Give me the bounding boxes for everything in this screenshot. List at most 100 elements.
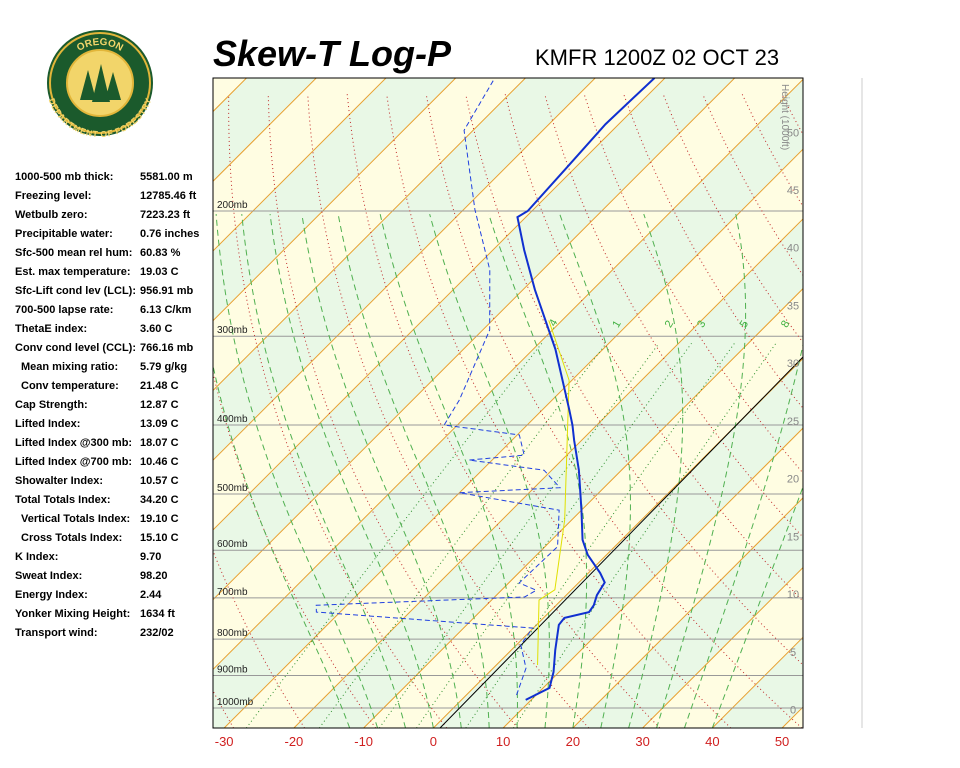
axes: 200mb 300mb 400mb 500mb 600mb 700mb 800mb 900mb…: [215, 84, 799, 749]
stat-value: 0.76 inches: [140, 228, 199, 240]
stat-label: 700-500 lapse rate:: [15, 304, 113, 316]
stat-label: Mean mixing ratio:: [21, 361, 118, 373]
stats-table: 1000-500 mb thick: 5581.00 m Freezing leve…: [15, 171, 199, 639]
isotherm: [363, 287, 803, 728]
pressure-label: 200mb: [217, 200, 248, 211]
pressure-label: 400mb: [217, 414, 248, 425]
stat-value: 9.70: [140, 551, 161, 563]
moist-adiabat: [488, 213, 588, 728]
stat-value: 34.20 C: [140, 494, 179, 506]
isotherm: [213, 78, 803, 671]
stat-value: 956.91 mb: [140, 285, 193, 297]
stat-label: Conv temperature:: [21, 380, 119, 392]
pressure-label: 300mb: [217, 325, 248, 336]
profile-line: [537, 320, 570, 665]
stat-label: Lifted Index:: [15, 418, 80, 430]
dry-adiabat: [307, 94, 590, 728]
mixing-ratio-label: 1: [610, 319, 623, 330]
moist-adiabat: [559, 213, 631, 728]
logo: OREGON DEPARTMENT OF FORESTRY: [46, 30, 154, 139]
profile-line: [516, 78, 656, 701]
pressure-label: 700mb: [217, 587, 248, 598]
moist-adiabat: [337, 213, 490, 728]
isotherm: [223, 148, 803, 728]
height-tick-label: 20: [787, 474, 799, 486]
stat-label: Energy Index:: [15, 589, 88, 601]
pressure-label: 900mb: [217, 664, 248, 675]
mixing-ratio-label: 2: [663, 319, 676, 330]
isotherm: [781, 706, 803, 728]
mixing-ratio-line: [416, 343, 692, 728]
isotherm: [502, 427, 803, 728]
stat-value: 12785.46 ft: [140, 190, 197, 202]
chart-title: Skew-T Log-P: [213, 33, 452, 74]
moist-adiabat: [628, 213, 684, 728]
moist-adiabat: [379, 213, 518, 728]
x-tick-label: 20: [566, 734, 580, 749]
logo-top-text: OREGON: [75, 37, 125, 54]
stat-label: Sfc-500 mean rel hum:: [15, 247, 132, 259]
stat-value: 10.57 C: [140, 475, 179, 487]
isotherm: [213, 78, 387, 252]
stat-value: 21.48 C: [140, 380, 179, 392]
logo-border: [49, 32, 151, 134]
logo-tree: [105, 72, 121, 100]
isotherm-band: [213, 79, 803, 728]
moist-adiabat: [269, 214, 434, 728]
stat-value: 19.03 C: [140, 266, 179, 278]
height-tick-label: 45: [787, 185, 799, 197]
stat-label: Yonker Mixing Height:: [15, 608, 130, 620]
stat-label: Cross Totals Index:: [21, 532, 122, 544]
x-tick-label: -30: [215, 734, 234, 749]
chart-subtitle: KMFR 1200Z 02 OCT 23: [535, 45, 779, 70]
height-tick-label: 35: [787, 300, 799, 312]
height-tick-label: 0: [790, 705, 796, 717]
x-tick-label: 40: [705, 734, 719, 749]
dry-adiabat: [228, 94, 448, 728]
logo-tree: [92, 64, 110, 102]
stat-label: Total Totals Index:: [15, 494, 111, 506]
stat-value: 7223.23 ft: [140, 209, 190, 221]
pressure-label: 600mb: [217, 539, 248, 550]
stat-label: Lifted Index @300 mb:: [15, 437, 132, 449]
reference-line: [439, 356, 803, 728]
stat-value: 3.60 C: [140, 323, 172, 335]
isotherm: [213, 78, 666, 531]
x-tick-label: 0: [430, 734, 437, 749]
dry-adiabat: [900, 94, 960, 728]
stat-label: Vertical Totals Index:: [21, 513, 130, 525]
x-tick-label: -10: [354, 734, 373, 749]
stat-value: 18.07 C: [140, 437, 179, 449]
isotherm: [572, 497, 803, 728]
mixing-ratio-line: [245, 343, 543, 728]
mixing-ratio-line: [318, 343, 607, 728]
mixing-ratio-line: [465, 343, 735, 728]
stat-label: ThetaE index:: [15, 323, 87, 335]
isotherm: [852, 78, 960, 728]
dry-adiabat: [346, 94, 661, 728]
x-tick-label: 10: [496, 734, 510, 749]
dry-adiabat: [821, 94, 960, 728]
stat-value: 19.10 C: [140, 513, 179, 525]
stat-label: Sweat Index:: [15, 570, 82, 582]
height-axis-label: Height (1000ft): [779, 84, 790, 150]
stat-label: Sfc-Lift cond lev (LCL):: [15, 285, 136, 297]
moist-adiabat: [213, 363, 351, 728]
stat-label: Showalter Index:: [15, 475, 103, 487]
stat-value: 13.09 C: [140, 418, 179, 430]
height-tick-label: 15: [787, 531, 799, 543]
isotherm-band: [782, 707, 803, 728]
stat-label: Cap Strength:: [15, 399, 88, 411]
height-tick-label: 30: [787, 358, 799, 370]
height-tick-label: 10: [787, 589, 799, 601]
dry-adiabat: [386, 94, 732, 728]
height-tick-label: 50: [787, 127, 799, 139]
stat-label: Est. max temperature:: [15, 266, 131, 278]
stat-label: Wetbulb zero:: [15, 209, 88, 221]
height-tick-label: 40: [787, 243, 799, 255]
plot-foreground: .4 1 2 3 5 8: [315, 78, 803, 728]
dry-adiabat: [861, 94, 960, 728]
height-tick-label: 25: [787, 416, 799, 428]
stat-label: Freezing level:: [15, 190, 91, 202]
